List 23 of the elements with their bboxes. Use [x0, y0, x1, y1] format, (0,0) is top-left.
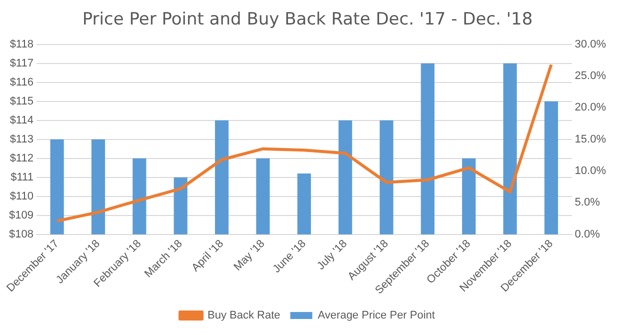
legend-label: Buy Back Rate: [208, 310, 280, 322]
legend-label: Average Price Per Point: [318, 310, 435, 322]
y2-tick-label: 5.0%: [574, 196, 600, 209]
y-tick-label: $112: [10, 152, 34, 164]
x-tick-label: July '18: [314, 238, 350, 272]
y2-tick-label: 0.0%: [574, 228, 600, 240]
y2-tick-label: 10.0%: [574, 165, 606, 178]
y-tick-label: $115: [10, 95, 34, 108]
y-tick-label: $110: [10, 190, 34, 202]
y-tick-label: $118: [10, 38, 34, 50]
y2-tick-label: 30.0%: [574, 38, 606, 50]
y2-tick-label: 15.0%: [574, 133, 606, 146]
y2-tick-label: 25.0%: [574, 70, 606, 82]
chart-title: Price Per Point and Buy Back Rate Dec. '17 - Dec. '18: [82, 10, 533, 30]
y-tick-label: $116: [10, 76, 34, 88]
y-tick-label: $114: [10, 114, 34, 126]
y-tick-label: $109: [8, 209, 34, 222]
x-tick-label: May '18: [232, 238, 268, 274]
y-tick-label: $111: [10, 171, 34, 184]
y-tick-label: $113: [10, 133, 34, 146]
y2-tick-label: 20.0%: [574, 102, 606, 114]
y-tick-label: $108: [8, 228, 34, 240]
y-tick-label: $117: [10, 57, 34, 70]
